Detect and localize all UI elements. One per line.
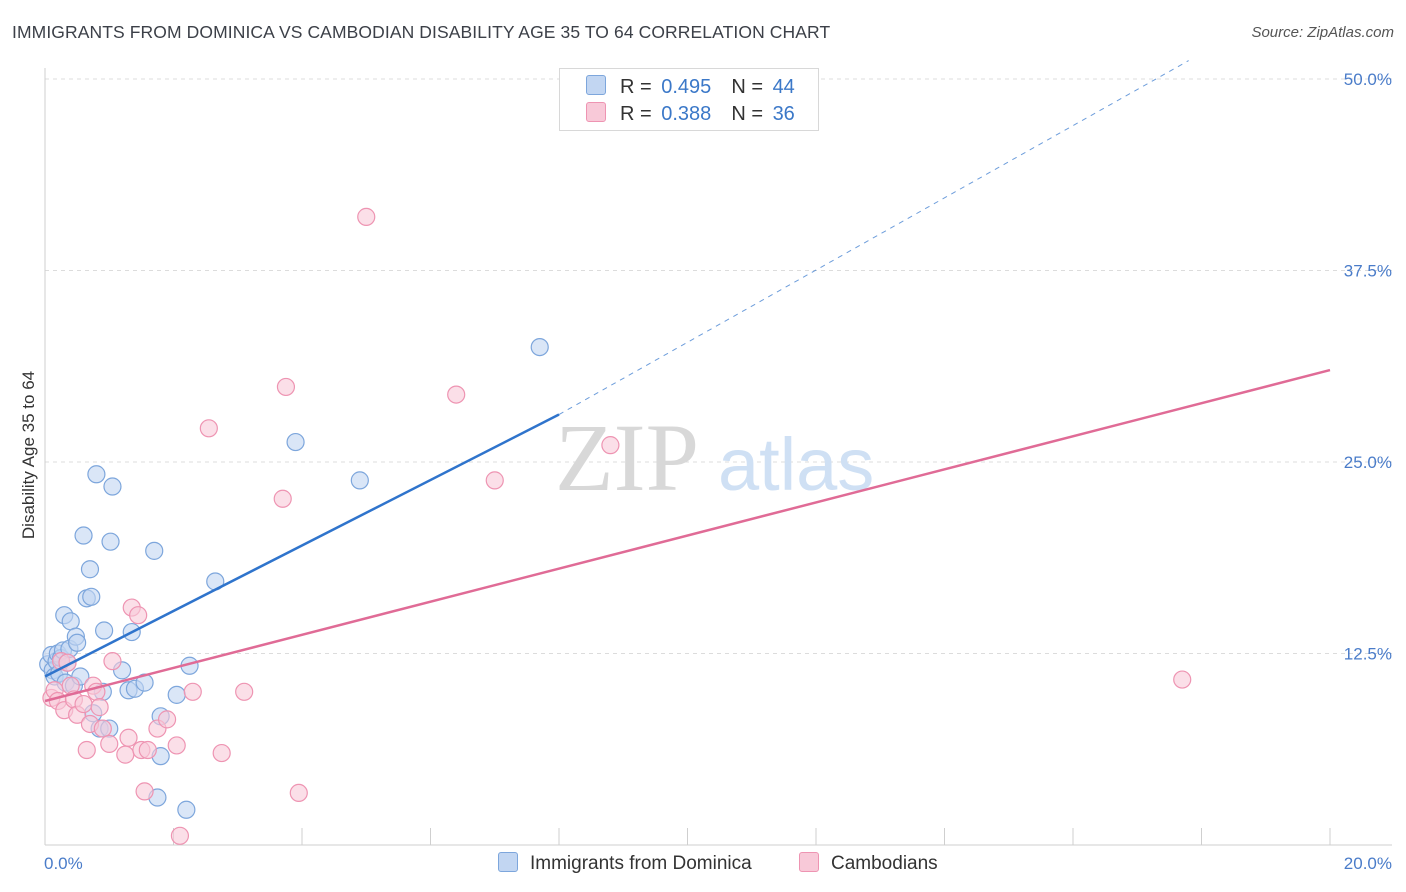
dominica-point — [286, 432, 305, 452]
dominica-trend-line — [44, 413, 560, 678]
chart-title: IMMIGRANTS FROM DOMINICA VS CAMBODIAN DI… — [12, 22, 831, 42]
cambodians-point — [157, 710, 177, 729]
legend-row-cambodians: R = 0.388 N = 36 — [586, 102, 795, 128]
dominica-point — [82, 587, 101, 606]
cambodians-trend-line — [44, 368, 1331, 703]
y-tick-label: 37.5% — [1344, 262, 1392, 281]
cambodians-point — [93, 719, 112, 738]
bottom-legend-label-dominica: Immigrants from Dominica — [530, 853, 752, 874]
legend-swatch-cambodians — [586, 102, 606, 122]
cambodians-point — [289, 783, 308, 803]
tick-labels: 12.5% 25.0% 37.5% 50.0% 0.0% 20.0% — [44, 70, 1392, 873]
cambodians-point — [276, 377, 296, 397]
cambodians-point — [116, 745, 135, 764]
cambodians-point — [199, 419, 218, 438]
bottom-legend-label-cambodians: Cambodians — [831, 853, 938, 874]
dominica-point — [101, 532, 120, 551]
legend-n-label: N = — [731, 76, 769, 98]
series-cambodians-points — [42, 207, 1192, 845]
dominica-point — [61, 612, 80, 631]
dominica-trend-extension — [558, 60, 1189, 415]
legend-r-label: R = — [620, 103, 658, 125]
cambodians-point — [74, 694, 93, 714]
cambodians-point — [119, 728, 138, 747]
cambodians-point — [90, 698, 109, 717]
cambodians-point — [170, 826, 190, 845]
bottom-legend-swatch-cambodians — [799, 852, 819, 872]
legend-swatch-dominica — [586, 75, 606, 95]
cambodians-point — [135, 782, 154, 801]
cambodians-point — [601, 436, 620, 455]
cambodians-point — [138, 740, 157, 760]
legend-n-label: N = — [731, 103, 769, 125]
dominica-point — [145, 541, 164, 560]
dominica-point — [103, 477, 122, 496]
grid-lines — [45, 78, 1392, 654]
cambodians-point — [183, 682, 202, 701]
cambodians-point — [235, 682, 254, 701]
bottom-legend-cambodians: Cambodians — [799, 852, 938, 875]
dominica-point — [87, 465, 106, 484]
y-tick-label: 50.0% — [1344, 70, 1392, 89]
y-tick-label: 12.5% — [1344, 645, 1392, 664]
x-tick-label: 20.0% — [1344, 854, 1392, 873]
axes — [44, 68, 1392, 846]
legend-r-value: 0.388 — [661, 103, 712, 125]
cambodians-point — [77, 740, 96, 760]
cambodians-point — [129, 606, 148, 625]
cambodians-point — [357, 207, 376, 226]
cambodians-point — [167, 736, 186, 755]
legend-row-dominica: R = 0.495 N = 44 — [586, 75, 795, 101]
cambodians-point — [212, 743, 231, 763]
cambodians-point — [100, 734, 119, 753]
legend: R = 0.495 N = 44 R = 0.388 N = 36 — [559, 68, 819, 131]
legend-n-value: 44 — [772, 76, 795, 98]
dominica-point — [68, 633, 87, 652]
x-tick-label: 0.0% — [44, 854, 83, 873]
cambodians-point — [485, 471, 504, 490]
dominica-point — [350, 471, 369, 490]
legend-r-value: 0.495 — [661, 76, 712, 98]
dominica-point — [74, 526, 93, 545]
cambodians-point — [273, 489, 292, 508]
dominica-point — [80, 560, 100, 579]
bottom-legend-swatch-dominica — [498, 852, 518, 872]
y-tick-label: 25.0% — [1344, 453, 1392, 472]
bottom-legend-dominica: Immigrants from Dominica — [498, 852, 752, 875]
cambodians-point — [447, 385, 466, 404]
watermark: ZIP atlas — [555, 404, 874, 511]
watermark-atlas: atlas — [718, 423, 874, 506]
legend-n-value: 36 — [772, 103, 795, 125]
chart-source: Source: ZipAtlas.com — [1251, 24, 1394, 41]
cambodians-point — [1173, 670, 1192, 689]
dominica-point — [95, 621, 114, 640]
y-axis-label: Disability Age 35 to 64 — [19, 371, 38, 539]
cambodians-point — [103, 652, 122, 671]
dominica-point — [167, 685, 186, 704]
watermark-zip: ZIP — [555, 404, 699, 511]
dominica-point — [530, 338, 549, 357]
legend-r-label: R = — [620, 76, 658, 98]
trend-lines — [44, 60, 1331, 703]
dominica-point — [177, 800, 196, 819]
